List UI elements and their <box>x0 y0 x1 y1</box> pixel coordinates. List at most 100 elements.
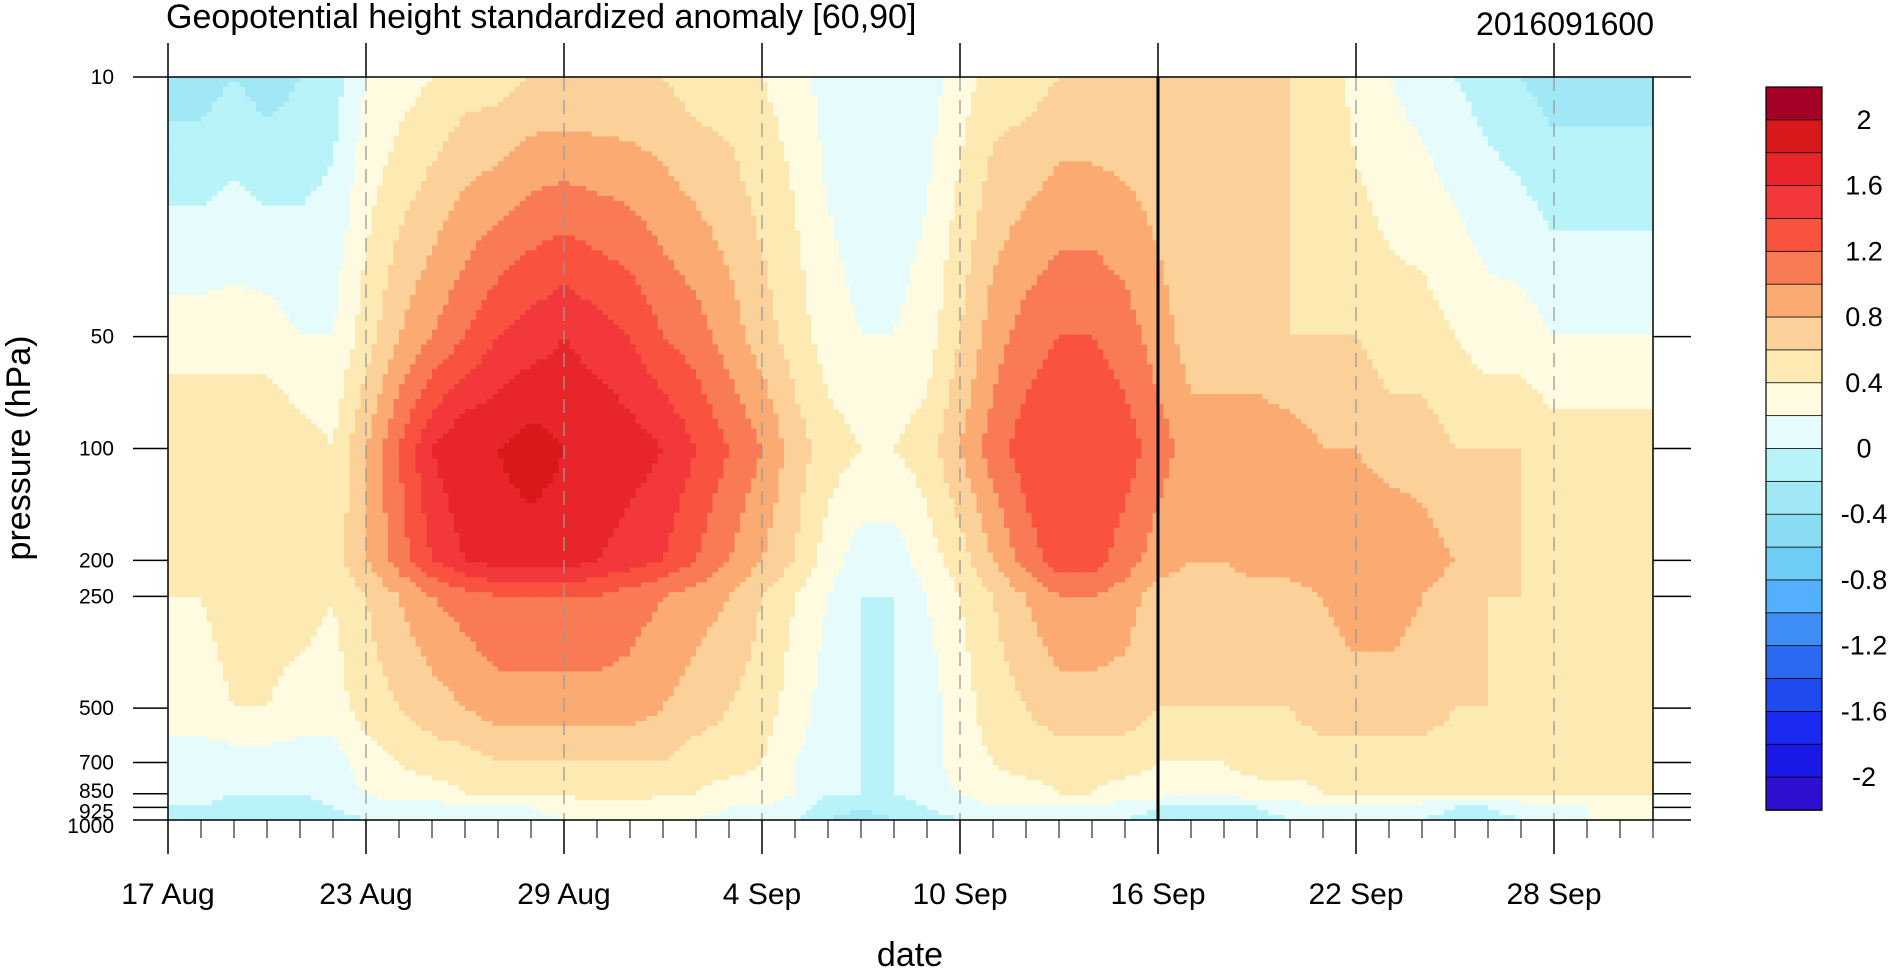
field-cell <box>493 82 499 88</box>
field-cell <box>207 102 213 108</box>
field-cell <box>449 87 455 93</box>
field-cell <box>1131 77 1137 83</box>
field-cell <box>1114 82 1120 88</box>
field-cell <box>1604 92 1610 98</box>
field-cell <box>1356 87 1362 93</box>
field-cell <box>377 92 383 98</box>
field-cell <box>201 87 207 93</box>
field-cell <box>1400 87 1406 93</box>
field-cell <box>394 97 400 103</box>
field-cell <box>1477 97 1483 103</box>
field-cell <box>427 82 433 88</box>
field-cell <box>614 97 620 103</box>
field-cell <box>988 82 994 88</box>
field-cell <box>828 97 834 103</box>
field-cell <box>1103 97 1109 103</box>
field-cell <box>526 92 532 98</box>
field-cell <box>498 77 504 83</box>
field-cell <box>1538 97 1544 103</box>
field-cell <box>1494 97 1500 103</box>
field-cell <box>1015 87 1021 93</box>
field-cell <box>1219 97 1225 103</box>
field-cell <box>735 97 741 103</box>
field-cell <box>383 77 389 83</box>
field-cell <box>834 87 840 93</box>
field-cell <box>1065 77 1071 83</box>
field-cell <box>927 87 933 93</box>
field-cell <box>746 77 752 83</box>
field-cell <box>394 82 400 88</box>
field-cell <box>1202 82 1208 88</box>
field-cell <box>993 77 999 83</box>
field-cell <box>1301 82 1307 88</box>
field-cell <box>1637 87 1643 93</box>
field-cell <box>1384 97 1390 103</box>
field-cell <box>487 97 493 103</box>
field-cell <box>1334 92 1340 98</box>
field-cell <box>372 92 378 98</box>
field-cell <box>1087 82 1093 88</box>
field-cell <box>1499 97 1505 103</box>
field-cell <box>1323 77 1329 83</box>
field-cell <box>795 87 801 93</box>
field-cell <box>295 87 301 93</box>
field-cell <box>828 77 834 83</box>
field-cell <box>1015 92 1021 98</box>
field-cell <box>839 87 845 93</box>
field-cell <box>1532 87 1538 93</box>
field-cell <box>790 92 796 98</box>
field-cell <box>1235 92 1241 98</box>
field-cell <box>1257 87 1263 93</box>
field-cell <box>1279 77 1285 83</box>
field-cell <box>1345 87 1351 93</box>
field-cell <box>1494 92 1500 98</box>
field-cell <box>762 77 768 83</box>
field-cell <box>410 97 416 103</box>
field-cell <box>960 92 966 98</box>
field-cell <box>317 82 323 88</box>
field-cell <box>581 77 587 83</box>
field-cell <box>399 77 405 83</box>
field-cell <box>559 92 565 98</box>
field-cell <box>779 77 785 83</box>
field-cell <box>718 87 724 93</box>
field-cell <box>696 97 702 103</box>
field-cell <box>878 87 884 93</box>
field-cell <box>966 87 972 93</box>
field-cell <box>460 82 466 88</box>
field-cell <box>1087 87 1093 93</box>
field-cell <box>1131 87 1137 93</box>
field-cell <box>889 87 895 93</box>
field-cell <box>537 97 543 103</box>
field-cell <box>911 82 917 88</box>
field-cell <box>1422 92 1428 98</box>
field-cell <box>432 92 438 98</box>
field-cell <box>196 82 202 88</box>
field-cell <box>779 92 785 98</box>
field-cell <box>256 77 262 83</box>
field-cell <box>592 87 598 93</box>
field-cell <box>922 77 928 83</box>
field-cell <box>707 77 713 83</box>
field-cell <box>1147 92 1153 98</box>
field-cell <box>680 77 686 83</box>
field-cell <box>168 77 174 83</box>
field-cell <box>685 87 691 93</box>
field-cell <box>564 97 570 103</box>
field-cell <box>949 77 955 83</box>
field-cell <box>295 92 301 98</box>
field-cell <box>773 92 779 98</box>
field-cell <box>894 82 900 88</box>
field-cell <box>1285 97 1291 103</box>
field-cell <box>493 92 499 98</box>
field-cell <box>190 82 196 88</box>
field-cell <box>630 92 636 98</box>
field-cell <box>740 92 746 98</box>
field-cell <box>674 87 680 93</box>
field-cell <box>1081 92 1087 98</box>
field-cell <box>1521 97 1527 103</box>
field-cell <box>1615 77 1621 83</box>
field-cell <box>1026 77 1032 83</box>
field-cell <box>1554 82 1560 88</box>
field-cell <box>1373 92 1379 98</box>
